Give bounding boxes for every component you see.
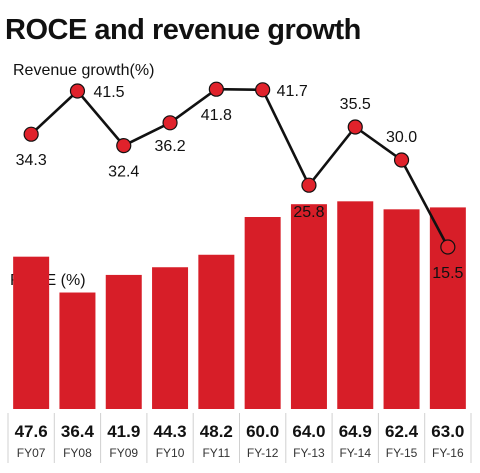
roce-value-label: 47.6 xyxy=(15,422,48,441)
revenue-growth-value-label: 25.8 xyxy=(293,204,324,221)
roce-value-label: 44.3 xyxy=(154,422,187,441)
roce-bar xyxy=(290,204,327,409)
revenue-growth-label: Revenue growth(%) xyxy=(13,62,155,79)
roce-value-label: 64.9 xyxy=(339,422,372,441)
roce-bar xyxy=(429,207,466,409)
category-label: FY09 xyxy=(109,446,138,460)
revenue-growth-point xyxy=(69,83,86,99)
roce-bar xyxy=(59,292,96,409)
chart-title: ROCE and revenue growth xyxy=(5,14,361,46)
revenue-growth-value-label: 36.2 xyxy=(154,138,185,155)
roce-value-label: 41.9 xyxy=(107,422,140,441)
category-label: FY07 xyxy=(17,446,46,460)
revenue-growth-value-label: 41.7 xyxy=(277,83,308,100)
revenue-growth-line xyxy=(30,87,449,248)
revenue-growth-value-label: 41.5 xyxy=(93,84,124,101)
roce-bar xyxy=(198,254,235,409)
revenue-growth-value-label: 41.8 xyxy=(201,107,232,124)
revenue-growth-point xyxy=(393,152,410,168)
category-label: FY10 xyxy=(156,446,185,460)
roce-value-label: 48.2 xyxy=(200,422,233,441)
revenue-growth-point xyxy=(208,81,224,97)
revenue-growth-value-label: 34.3 xyxy=(16,152,47,169)
revenue-growth-point xyxy=(440,239,456,255)
roce-value-label: 63.0 xyxy=(431,422,464,441)
category-label: FY-14 xyxy=(339,446,371,460)
revenue-growth-point xyxy=(162,115,178,131)
roce-value-label: 36.4 xyxy=(61,422,95,441)
roce-value-label: 62.4 xyxy=(385,422,419,441)
roce-bar xyxy=(105,274,142,409)
category-label: FY-16 xyxy=(432,446,464,460)
revenue-growth-value-label: 32.4 xyxy=(108,164,139,181)
roce-value-label: 64.0 xyxy=(292,422,325,441)
revenue-growth-point xyxy=(301,177,317,193)
roce-bar xyxy=(13,256,50,409)
category-label: FY-15 xyxy=(386,446,418,460)
roce-bar xyxy=(244,217,281,409)
revenue-growth-point xyxy=(116,138,132,154)
revenue-growth-point xyxy=(255,82,271,98)
roce-bar xyxy=(383,209,420,409)
category-label: FY-12 xyxy=(247,446,279,460)
roce-bar xyxy=(152,267,189,409)
category-label: FY08 xyxy=(63,446,92,460)
roce-value-label: 60.0 xyxy=(246,422,279,441)
revenue-growth-point xyxy=(23,126,39,142)
category-label: FY-13 xyxy=(293,446,325,460)
revenue-growth-value-label: 15.5 xyxy=(432,265,463,282)
revenue-growth-value-label: 35.5 xyxy=(340,96,371,113)
revenue-growth-point xyxy=(347,119,363,135)
roce-bar xyxy=(337,201,374,409)
category-label: FY11 xyxy=(202,446,230,460)
revenue-growth-value-label: 30.0 xyxy=(386,129,417,146)
